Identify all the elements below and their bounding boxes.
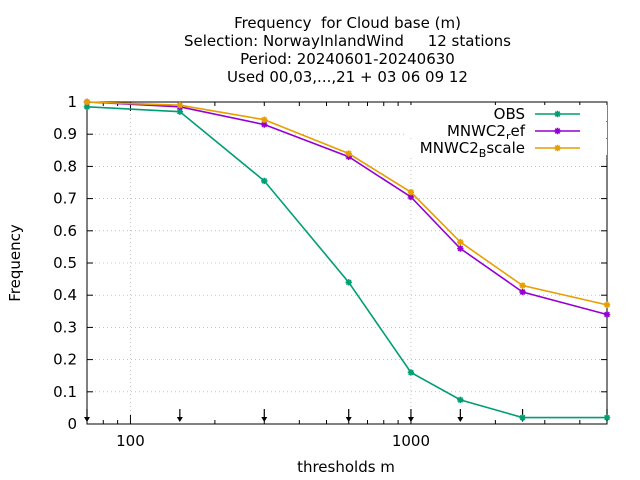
data-point	[407, 193, 415, 201]
y-tick-label: 0.1	[53, 383, 77, 401]
legend-bg	[405, 139, 607, 155]
data-point	[457, 238, 464, 246]
data-point	[457, 245, 464, 252]
y-tick-label: 0	[67, 415, 77, 433]
data-point	[519, 288, 526, 296]
data-point	[603, 301, 611, 309]
title-line-4: Used 00,03,...,21 + 03 06 09 12	[227, 68, 468, 86]
y-tick-label: 0.6	[53, 222, 77, 240]
data-point	[603, 414, 611, 421]
title-line-3: Period: 20240601-20240630	[240, 50, 455, 68]
y-axis-label: Frequency	[6, 224, 24, 302]
y-tick-label: 0.3	[53, 318, 77, 336]
series-lines	[83, 98, 611, 421]
y-tick-label: 0.4	[53, 286, 77, 304]
data-point	[176, 102, 184, 109]
data-point	[83, 98, 91, 106]
x-axis-label: thresholds m	[297, 458, 395, 476]
y-tick-label: 0.8	[53, 157, 77, 175]
data-point	[261, 121, 268, 128]
grid-lines	[87, 102, 607, 424]
x-tick-label: 1000	[392, 432, 430, 450]
data-point	[345, 150, 352, 157]
series-line	[86, 101, 608, 316]
legend-bg	[405, 105, 607, 121]
data-point	[176, 108, 184, 115]
legend-label: MNWC2Bscale	[420, 139, 525, 160]
data-point	[261, 116, 268, 123]
legend-marker	[554, 127, 561, 135]
title-line-2: Selection: NorwayInlandWind 12 stations	[184, 32, 511, 50]
series-line	[86, 101, 608, 306]
title-line-1: Frequency for Cloud base (m)	[234, 14, 461, 32]
data-point	[457, 396, 464, 404]
y-tick-label: 0.7	[53, 190, 77, 208]
chart-title: Frequency for Cloud base (m) Selection: …	[0, 14, 640, 86]
data-point	[261, 177, 268, 185]
legend-marker	[554, 110, 561, 118]
data-point	[519, 414, 526, 421]
legend-marker	[554, 144, 561, 152]
data-point	[407, 369, 415, 376]
data-point	[345, 153, 352, 160]
threshold-marker-head	[407, 417, 414, 422]
y-tick-label: 0.5	[53, 254, 77, 272]
legend-label: OBS	[494, 105, 525, 123]
legend-bg	[405, 122, 607, 138]
y-tick-label: 0.9	[53, 125, 77, 143]
y-tick-label: 0.2	[53, 351, 77, 369]
threshold-marker-head	[457, 417, 464, 422]
data-point	[345, 279, 352, 286]
y-tick-label: 1	[67, 93, 77, 111]
threshold-marker-head	[84, 417, 90, 422]
threshold-marker-head	[261, 417, 268, 422]
data-point	[407, 188, 415, 196]
y-axis: 0 0.1 0.2 0.3 0.4 0.5 0.6 0.7 0.8 0.9 1	[53, 93, 607, 433]
threshold-marker-head	[176, 417, 183, 422]
data-point	[603, 311, 611, 318]
data-point	[519, 282, 526, 289]
legend-label: MNWC2ref	[447, 122, 526, 143]
x-tick-label: 100	[116, 432, 145, 450]
series-line	[86, 106, 607, 419]
data-point	[83, 103, 91, 111]
threshold-marker-head	[345, 417, 352, 422]
